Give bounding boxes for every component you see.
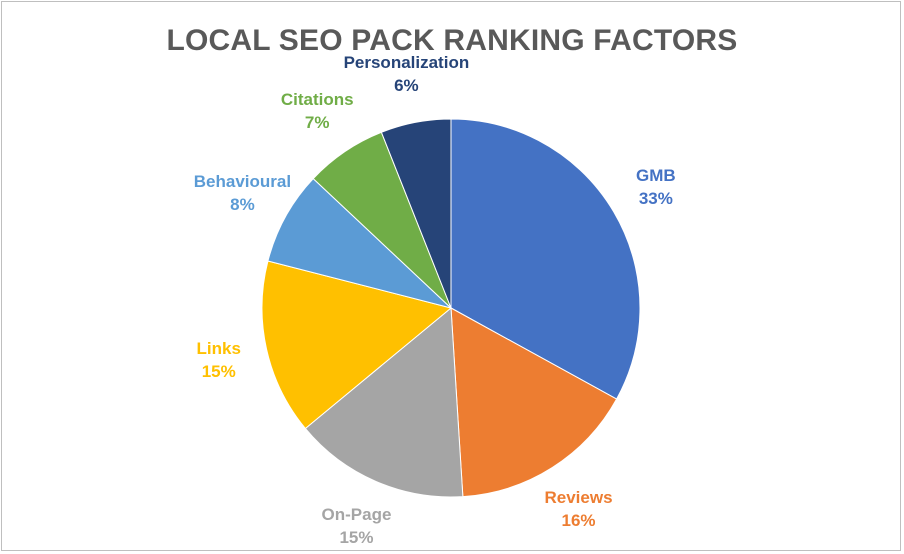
- data-label-value: 6%: [394, 76, 419, 96]
- data-label-value: 15%: [339, 528, 374, 548]
- pie-slice-reviews: [450, 307, 618, 498]
- pie-slice-on-page: [304, 306, 464, 498]
- data-label-value: 33%: [638, 188, 673, 208]
- chart-title: LOCAL SEO PACK RANKING FACTORS: [166, 24, 738, 57]
- data-label-value: 8%: [230, 195, 255, 215]
- data-label-links: Links 15%: [197, 337, 241, 383]
- data-label-name: Citations: [280, 90, 354, 110]
- pie-slice-behavioural: [267, 177, 452, 309]
- data-label-name: On-Page: [321, 505, 392, 525]
- data-label-value: 15%: [201, 361, 236, 381]
- data-label-value: 7%: [304, 113, 330, 133]
- data-label-reviews: Reviews 16%: [544, 486, 612, 532]
- data-label-on-page: On-Page 15%: [322, 503, 392, 549]
- data-label-name: Behavioural: [193, 172, 292, 192]
- pie-slice-personalization: [380, 118, 452, 309]
- data-label-personalization: Personalization 6%: [344, 51, 470, 97]
- data-label-name: Personalization: [343, 53, 470, 73]
- data-label-citations: Citations 7%: [281, 88, 354, 134]
- data-label-name: Links: [196, 338, 241, 358]
- pie-slice-gmb: [450, 118, 641, 400]
- pie-slice-links: [261, 260, 453, 430]
- data-label-name: GMB: [636, 165, 676, 185]
- data-label-gmb: GMB 33%: [636, 164, 676, 210]
- data-label-name: Reviews: [544, 487, 613, 507]
- data-label-behavioural: Behavioural 8%: [194, 170, 291, 216]
- data-label-value: 16%: [561, 510, 596, 530]
